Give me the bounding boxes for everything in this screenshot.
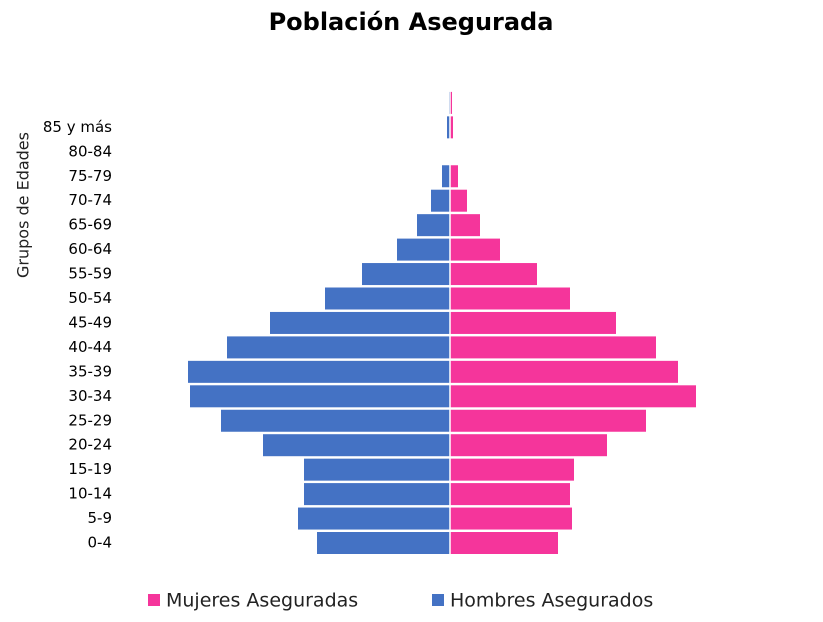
y-tick-label: 85 y más [43,118,112,136]
y-tick-label: 30-34 [68,387,112,405]
bar [450,165,458,188]
y-tick-label: 40-44 [68,338,112,356]
bar [431,189,450,212]
bar [450,336,656,359]
legend-label: Mujeres Aseguradas [166,590,358,612]
bar [450,434,607,457]
y-tick-label: 35-39 [68,362,112,380]
bar [450,507,572,530]
y-tick-label: 60-64 [68,240,112,258]
bar [447,116,450,139]
bar [304,483,450,506]
bar [450,311,616,334]
bar [450,483,570,506]
bar [450,458,574,481]
bar [227,336,450,359]
bar [450,214,480,237]
bar [188,360,450,383]
bar [450,91,452,114]
bar [450,189,467,212]
bar [450,287,570,310]
bar [450,263,537,286]
legend-swatch [432,594,444,606]
y-tick-label: 55-59 [68,265,112,283]
y-tick-label: 65-69 [68,216,112,234]
y-tick-label: 10-14 [68,485,112,503]
bar [450,385,696,408]
y-tick-label: 15-19 [68,460,112,478]
bar [325,287,450,310]
y-tick-label: 5-9 [88,509,113,527]
bar [450,238,500,261]
y-tick-label: 45-49 [68,313,112,331]
legend-label: Hombres Asegurados [450,590,653,612]
bar [450,532,558,554]
bar [450,116,453,139]
y-tick-label: 25-29 [68,411,112,429]
bar [317,532,450,554]
y-tick-label: 0-4 [88,534,113,552]
bar [221,409,450,432]
bar [190,385,450,408]
y-tick-label: 50-54 [68,289,112,307]
bar [304,458,450,481]
bar [270,311,450,334]
y-axis-label: Grupos de Edades [14,132,33,278]
bar [417,214,450,237]
y-tick-label: 70-74 [68,191,112,209]
bar [397,238,450,261]
bar [298,507,450,530]
legend-swatch [148,594,160,606]
y-tick-label: 75-79 [68,167,112,185]
bar [442,165,450,188]
bar [263,434,450,457]
chart-title: Población Asegurada [269,8,554,36]
bar [450,360,678,383]
y-tick-label: 20-24 [68,436,112,454]
bar [450,409,646,432]
bar [362,263,450,286]
y-tick-label: 80-84 [68,142,112,160]
